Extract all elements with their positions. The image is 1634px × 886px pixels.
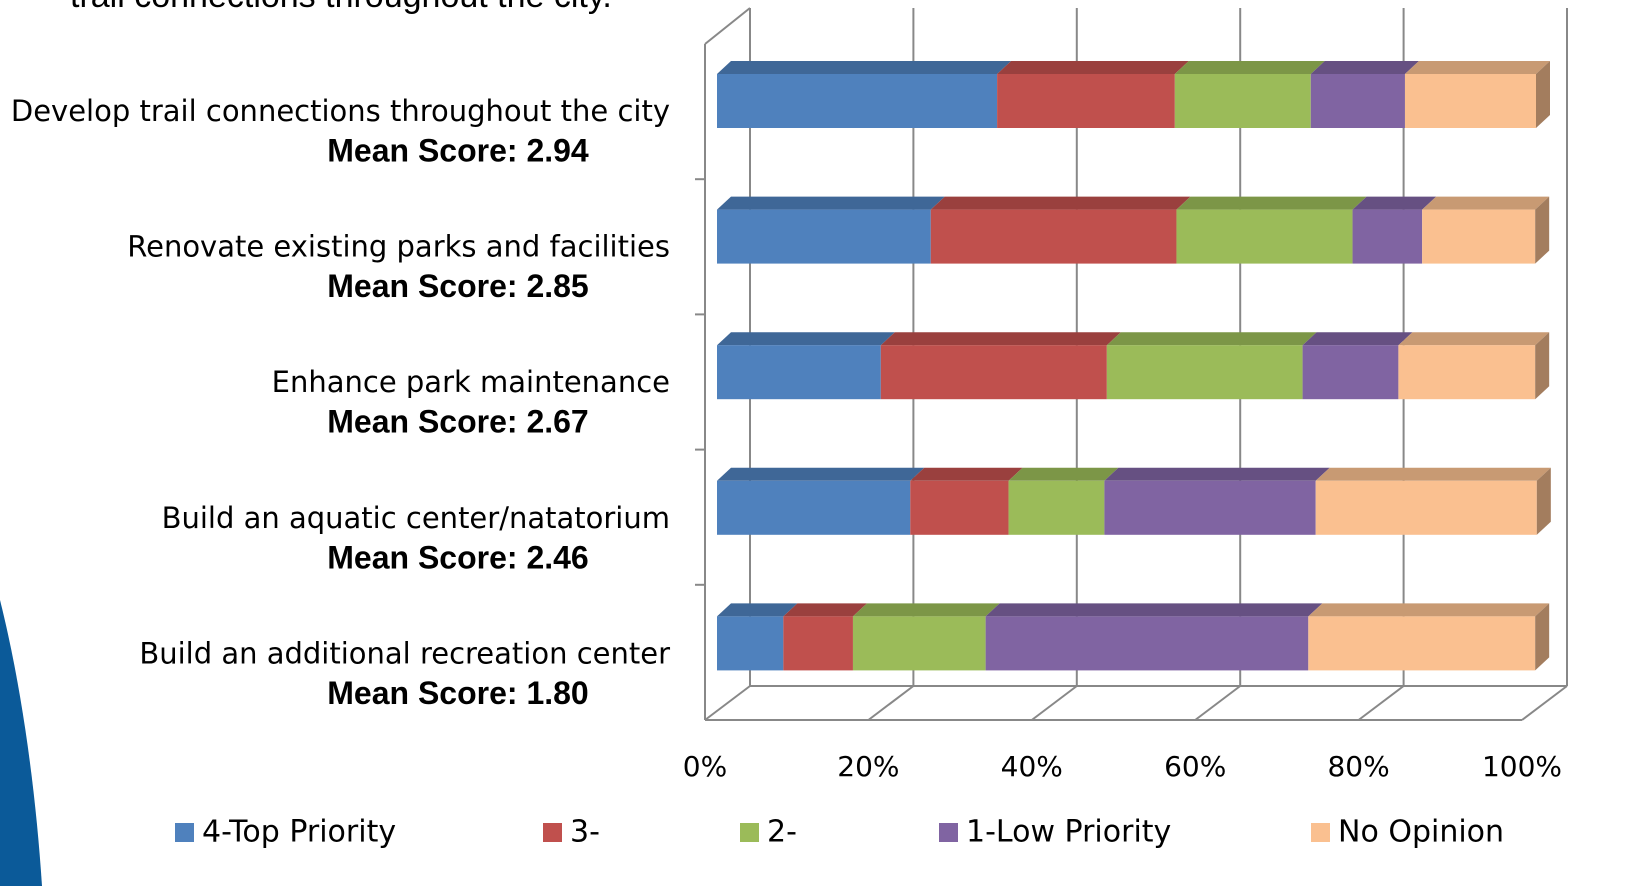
bar-top (1008, 467, 1119, 481)
grid-line (1194, 685, 1241, 721)
x-tick-label: 60% (1164, 750, 1226, 783)
legend-swatch (1311, 823, 1330, 842)
bar-top (1352, 196, 1437, 210)
bar (717, 616, 784, 671)
axis-line (704, 7, 751, 45)
category-label: Develop trail connections throughout the… (11, 94, 670, 128)
bar-top (717, 61, 1012, 74)
bar-top (930, 196, 1191, 210)
bar-top (1422, 196, 1550, 210)
legend-label: 4-Top Priority (202, 815, 396, 850)
bar-side (1535, 332, 1550, 400)
bar-top (717, 467, 925, 481)
decoration (0, 600, 42, 886)
bar-top (783, 603, 867, 617)
bar-side (1536, 61, 1550, 128)
bar (1106, 345, 1303, 400)
bar (1104, 480, 1316, 535)
bar (985, 616, 1309, 671)
category-note: Mean Score: 1.80 (327, 675, 588, 711)
chart-title: trail connections throughout the city. (70, 0, 612, 15)
bar-top (1308, 603, 1550, 617)
legend-label: 2- (767, 815, 797, 850)
bar-top (997, 61, 1189, 74)
bar-top (717, 196, 945, 210)
bar-top (910, 467, 1023, 481)
bar-top (1302, 332, 1413, 346)
bar-top (1398, 332, 1550, 346)
bar (880, 345, 1107, 400)
category-note: Mean Score: 2.94 (327, 132, 589, 168)
category-note: Mean Score: 2.46 (327, 539, 588, 575)
bar-top (852, 603, 1000, 617)
bar (1302, 345, 1399, 400)
grid-line (1031, 685, 1078, 721)
bar (1308, 616, 1536, 671)
grid-line (1521, 685, 1568, 721)
x-tick-label: 80% (1327, 750, 1389, 783)
bar (1174, 74, 1311, 128)
bar (930, 209, 1177, 264)
bar (717, 480, 911, 535)
bar (717, 209, 931, 264)
bar (852, 616, 986, 671)
bar (910, 480, 1009, 535)
legend-label: 1-Low Priority (966, 815, 1171, 850)
bar-side (1536, 467, 1551, 535)
legend-label: No Opinion (1338, 815, 1504, 850)
legend-label: 3- (570, 815, 600, 850)
category-note: Mean Score: 2.85 (327, 268, 588, 304)
bar-top (717, 603, 798, 617)
bar (1310, 74, 1405, 128)
bar-top (985, 603, 1323, 617)
bar (1404, 74, 1536, 128)
category-label: Build an aquatic center/natatorium (162, 501, 670, 535)
legend-swatch (543, 823, 562, 842)
grid-line (1357, 685, 1405, 721)
bar-top (880, 332, 1121, 346)
category-label: Enhance park maintenance (272, 365, 670, 399)
bar-top (1310, 61, 1419, 74)
bar-top (1104, 467, 1330, 481)
bar (1176, 209, 1353, 264)
bar-top (717, 332, 895, 346)
bar-top (1176, 196, 1367, 210)
bar-top (1106, 332, 1317, 346)
x-tick-label: 100% (1482, 750, 1562, 783)
bar (717, 345, 881, 400)
bar (717, 74, 998, 128)
bar-top (1404, 61, 1550, 74)
legend-swatch (939, 823, 958, 842)
bar (1422, 209, 1536, 264)
bar (1398, 345, 1536, 400)
category-label: Build an additional recreation center (139, 636, 670, 670)
x-tick-label: 40% (1001, 750, 1063, 783)
bar (1315, 480, 1537, 535)
bar-top (1315, 467, 1551, 481)
legend-swatch (175, 823, 194, 842)
bar (1352, 209, 1423, 264)
bar (783, 616, 853, 671)
grid-line (867, 685, 915, 721)
category-note: Mean Score: 2.67 (327, 404, 588, 440)
x-tick-label: 20% (837, 750, 899, 783)
bar-side (1535, 196, 1550, 264)
grid-line (704, 685, 751, 721)
category-label: Renovate existing parks and facilities (127, 230, 670, 264)
x-tick-label: 0% (683, 750, 727, 783)
bar-side (1535, 603, 1550, 671)
bar (1008, 480, 1105, 535)
legend-swatch (740, 823, 759, 842)
bar-top (1174, 61, 1325, 74)
bar (997, 74, 1175, 128)
